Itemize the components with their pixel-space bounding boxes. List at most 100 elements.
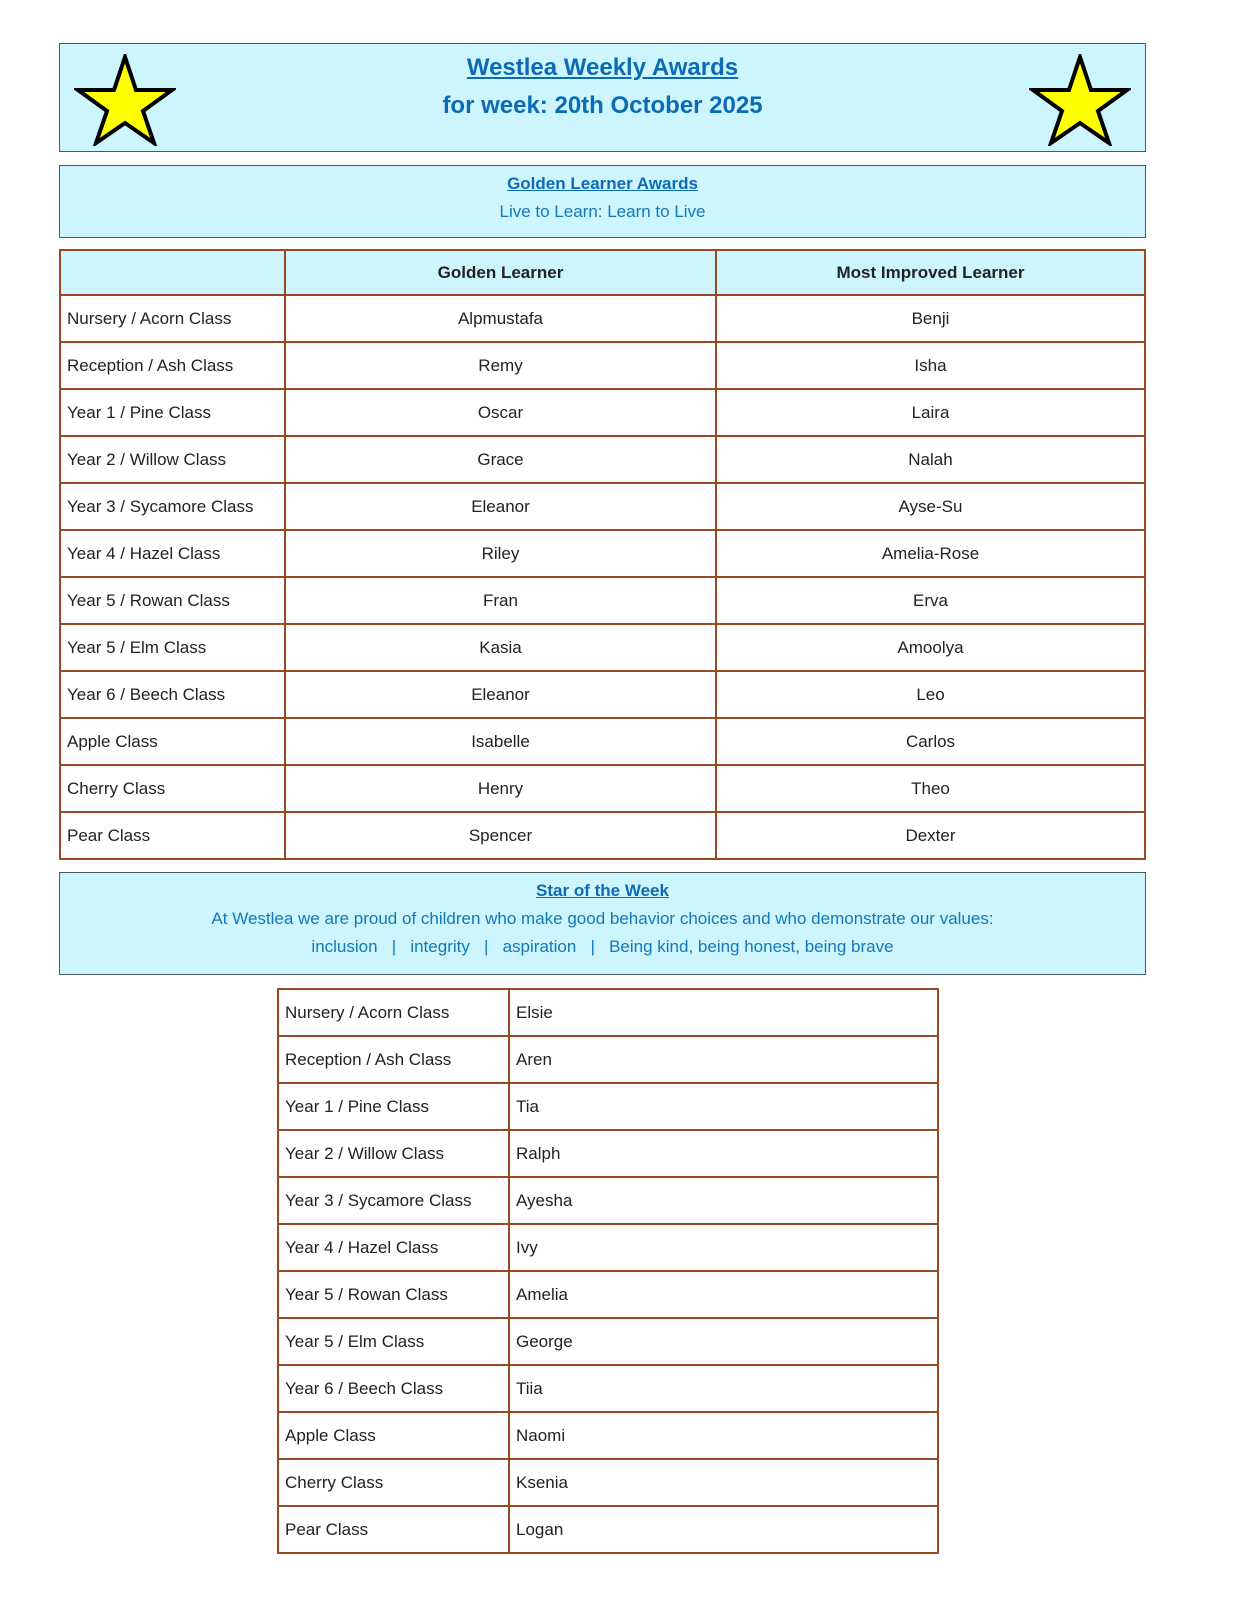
- table-row: Reception / Ash Class Remy Isha: [59, 341, 1146, 390]
- table-row: Year 3 / Sycamore Class Eleanor Ayse-Su: [59, 482, 1146, 531]
- golden-learner: Eleanor: [284, 670, 717, 719]
- most-improved-learner: Dexter: [715, 811, 1146, 860]
- most-improved-learner: Leo: [715, 670, 1146, 719]
- table-row: Year 2 / Willow Class Ralph: [277, 1129, 939, 1178]
- most-improved-learner: Nalah: [715, 435, 1146, 484]
- golden-learner: Oscar: [284, 388, 717, 437]
- class-name: Pear Class: [59, 811, 286, 860]
- class-name: Pear Class: [277, 1505, 510, 1554]
- most-improved-learner: Theo: [715, 764, 1146, 813]
- table-row: Year 1 / Pine Class Tia: [277, 1082, 939, 1131]
- column-header: Most Improved Learner: [715, 249, 1146, 296]
- table-row: Year 5 / Rowan Class Amelia: [277, 1270, 939, 1319]
- page-title: Westlea Weekly Awards: [466, 54, 739, 81]
- golden-learner: Eleanor: [284, 482, 717, 531]
- table-row: Year 4 / Hazel Class Riley Amelia-Rose: [59, 529, 1146, 578]
- golden-learner: Henry: [284, 764, 717, 813]
- most-improved-learner: Erva: [715, 576, 1146, 625]
- table-row: Year 6 / Beech Class Eleanor Leo: [59, 670, 1146, 719]
- table-row: Cherry Class Henry Theo: [59, 764, 1146, 813]
- class-name: Year 4 / Hazel Class: [277, 1223, 510, 1272]
- most-improved-learner: Benji: [715, 294, 1146, 343]
- table-row: Year 4 / Hazel Class Ivy: [277, 1223, 939, 1272]
- class-name: Nursery / Acorn Class: [277, 988, 510, 1037]
- class-name: Cherry Class: [59, 764, 286, 813]
- class-name: Cherry Class: [277, 1458, 510, 1507]
- table-row: Year 1 / Pine Class Oscar Laira: [59, 388, 1146, 437]
- most-improved-learner: Isha: [715, 341, 1146, 390]
- class-name: Year 6 / Beech Class: [59, 670, 286, 719]
- star-of-week-name: Ksenia: [508, 1458, 939, 1507]
- star-of-week-name: Tiia: [508, 1364, 939, 1413]
- golden-learner: Remy: [284, 341, 717, 390]
- star-of-week-name: George: [508, 1317, 939, 1366]
- column-header: [59, 249, 286, 296]
- star-week-text: At Westlea we are proud of children who …: [211, 909, 994, 928]
- golden-learner: Grace: [284, 435, 717, 484]
- star-icon: [1029, 54, 1131, 146]
- values-list: inclusion | integrity | aspiration | Bei…: [311, 937, 894, 956]
- class-name: Year 2 / Willow Class: [277, 1129, 510, 1178]
- class-name: Year 1 / Pine Class: [59, 388, 286, 437]
- table-row: Year 5 / Rowan Class Fran Erva: [59, 576, 1146, 625]
- table-row: Nursery / Acorn Class Alpmustafa Benji: [59, 294, 1146, 343]
- class-name: Year 6 / Beech Class: [277, 1364, 510, 1413]
- table-row: Pear Class Spencer Dexter: [59, 811, 1146, 860]
- table-row: Year 6 / Beech Class Tiia: [277, 1364, 939, 1413]
- table-row: Cherry Class Ksenia: [277, 1458, 939, 1507]
- golden-banner: Golden Learner Awards Live to Learn: Lea…: [59, 165, 1146, 238]
- golden-learner: Kasia: [284, 623, 717, 672]
- star-of-week-name: Aren: [508, 1035, 939, 1084]
- table-row: Pear Class Logan: [277, 1505, 939, 1554]
- class-name: Year 1 / Pine Class: [277, 1082, 510, 1131]
- class-name: Year 3 / Sycamore Class: [277, 1176, 510, 1225]
- star-of-week-name: Tia: [508, 1082, 939, 1131]
- table-row: Nursery / Acorn Class Elsie: [277, 988, 939, 1037]
- most-improved-learner: Carlos: [715, 717, 1146, 766]
- class-name: Reception / Ash Class: [277, 1035, 510, 1084]
- table-row: Year 5 / Elm Class Kasia Amoolya: [59, 623, 1146, 672]
- class-name: Nursery / Acorn Class: [59, 294, 286, 343]
- golden-learner: Alpmustafa: [284, 294, 717, 343]
- star-of-week-table: Nursery / Acorn Class Elsie Reception / As…: [277, 988, 939, 1554]
- most-improved-learner: Ayse-Su: [715, 482, 1146, 531]
- class-name: Year 5 / Rowan Class: [59, 576, 286, 625]
- golden-learner: Isabelle: [284, 717, 717, 766]
- class-name: Apple Class: [59, 717, 286, 766]
- star-of-week-name: Naomi: [508, 1411, 939, 1460]
- class-name: Year 4 / Hazel Class: [59, 529, 286, 578]
- table-row: Apple Class Isabelle Carlos: [59, 717, 1146, 766]
- table-row: Apple Class Naomi: [277, 1411, 939, 1460]
- class-name: Year 5 / Elm Class: [59, 623, 286, 672]
- most-improved-learner: Amelia-Rose: [715, 529, 1146, 578]
- most-improved-learner: Amoolya: [715, 623, 1146, 672]
- week-date: for week: 20th October 2025: [442, 92, 763, 119]
- class-name: Apple Class: [277, 1411, 510, 1460]
- star-of-week-name: Ralph: [508, 1129, 939, 1178]
- most-improved-learner: Laira: [715, 388, 1146, 437]
- table-row: Reception / Ash Class Aren: [277, 1035, 939, 1084]
- class-name: Year 5 / Rowan Class: [277, 1270, 510, 1319]
- class-name: Year 2 / Willow Class: [59, 435, 286, 484]
- table-row: Year 5 / Elm Class George: [277, 1317, 939, 1366]
- golden-learner: Riley: [284, 529, 717, 578]
- table-row: Year 2 / Willow Class Grace Nalah: [59, 435, 1146, 484]
- star-of-week-name: Logan: [508, 1505, 939, 1554]
- header-banner: Westlea Weekly Awards for week: 20th Oct…: [59, 43, 1146, 152]
- golden-learner: Spencer: [284, 811, 717, 860]
- table-row: Year 3 / Sycamore Class Ayesha: [277, 1176, 939, 1225]
- star-icon: [74, 54, 176, 146]
- star-of-week-name: Ayesha: [508, 1176, 939, 1225]
- class-name: Year 3 / Sycamore Class: [59, 482, 286, 531]
- star-of-week-name: Ivy: [508, 1223, 939, 1272]
- star-week-title: Star of the Week: [536, 881, 669, 900]
- star-of-week-name: Elsie: [508, 988, 939, 1037]
- golden-learner-table: Golden Learner Most Improved Learner Nurs…: [59, 249, 1146, 860]
- column-header: Golden Learner: [284, 249, 717, 296]
- golden-motto: Live to Learn: Learn to Live: [499, 202, 706, 221]
- class-name: Year 5 / Elm Class: [277, 1317, 510, 1366]
- star-of-week-name: Amelia: [508, 1270, 939, 1319]
- class-name: Reception / Ash Class: [59, 341, 286, 390]
- golden-title: Golden Learner Awards: [507, 174, 698, 193]
- star-week-banner: Star of the Week At Westlea we are proud…: [59, 872, 1146, 975]
